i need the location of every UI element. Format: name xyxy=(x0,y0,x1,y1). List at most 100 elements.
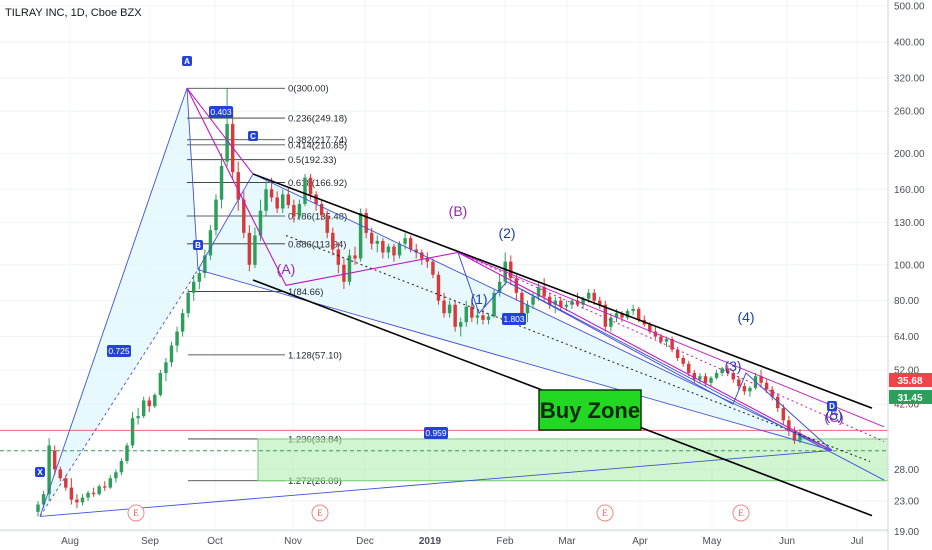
candle-body xyxy=(286,194,291,206)
point-a-marker[interactable] xyxy=(182,56,192,66)
wave-label-c: (C) xyxy=(824,409,843,425)
ratio-badge-xd[interactable] xyxy=(424,427,448,439)
ratio-badge-ab-label: 0.403 xyxy=(210,107,232,117)
candle-body xyxy=(603,304,608,327)
candle-body xyxy=(559,300,563,307)
candle-body xyxy=(509,261,513,279)
point-x-marker[interactable] xyxy=(35,467,45,477)
candle-body xyxy=(742,386,747,392)
time-tick-label: Sep xyxy=(141,536,159,547)
candle-body xyxy=(764,382,769,390)
candle-body xyxy=(770,389,774,397)
candle-body xyxy=(687,363,691,374)
earnings-marker-1-label: E xyxy=(133,508,139,518)
last-price-tag-label: 31.45 xyxy=(897,393,922,404)
channel-upper-line xyxy=(252,173,873,409)
candle-body xyxy=(570,300,574,305)
candle-body xyxy=(620,313,624,318)
candle-body xyxy=(153,394,157,407)
earnings-marker-1[interactable]: E xyxy=(127,504,145,522)
earnings-marker-2-label: E xyxy=(317,508,323,518)
time-tick-label: 2019 xyxy=(419,536,442,547)
candle-body xyxy=(141,400,146,417)
candle-body xyxy=(136,416,140,419)
candle-body xyxy=(453,304,457,327)
candle-body xyxy=(470,306,474,318)
wave-trend-dotted-2 xyxy=(285,235,871,463)
time-axis[interactable]: Aug Sep Oct Nov Dec 2019 Feb Mar Apr May Jun Jul xyxy=(61,536,863,547)
harmonic-leg-xa xyxy=(39,88,188,517)
candle-body xyxy=(158,373,163,395)
wave-trend-upper xyxy=(457,252,885,428)
candle-body xyxy=(336,249,341,265)
candle-body xyxy=(475,315,480,318)
price-tick-label: 80.00 xyxy=(894,296,919,307)
point-b-marker[interactable] xyxy=(193,240,203,250)
candle-body xyxy=(531,296,535,305)
wave-a-upper xyxy=(186,87,254,175)
drawing-lines xyxy=(39,87,885,517)
point-d-label: D xyxy=(829,402,835,411)
candle-body xyxy=(342,264,346,282)
candle-body xyxy=(403,238,407,244)
last-price-tag xyxy=(889,390,932,404)
candle-body xyxy=(192,281,196,293)
candle-body xyxy=(653,331,658,337)
candle-body xyxy=(648,324,652,332)
candle-body xyxy=(319,203,324,216)
fib-level-label: 0.5(192.33) xyxy=(288,155,337,166)
candle-body xyxy=(486,316,491,320)
xab-triangle-fill xyxy=(40,88,198,517)
candle-body xyxy=(130,418,135,446)
abc-wave-path xyxy=(186,87,833,451)
wave-label-3: (3) xyxy=(724,358,741,374)
candle-body xyxy=(692,373,697,380)
candle-body xyxy=(514,278,519,293)
harmonic-leg-bc xyxy=(197,173,254,270)
candle-body xyxy=(670,339,674,350)
point-x-label: X xyxy=(37,468,43,477)
time-tick-label: Oct xyxy=(207,536,223,547)
candle-body xyxy=(636,308,641,320)
buy-zone-rectangle[interactable] xyxy=(257,438,889,482)
candle-body xyxy=(675,349,680,358)
ratio-badge-cd[interactable] xyxy=(502,313,526,325)
candle-body xyxy=(731,373,735,380)
fib-level-label: 1.128(57.10) xyxy=(288,350,342,361)
candle-body xyxy=(297,203,302,217)
fib-level-label: 1(84.66) xyxy=(288,287,323,298)
candle-body xyxy=(169,345,174,363)
fib-level-label: 0.236(249.18) xyxy=(288,114,347,125)
point-c-marker[interactable] xyxy=(248,131,258,141)
candle-body xyxy=(798,433,802,441)
candle-body xyxy=(425,258,430,262)
candle-body xyxy=(225,124,229,162)
earnings-marker-3[interactable]: E xyxy=(596,504,614,522)
candle-body xyxy=(303,177,307,204)
candle-body xyxy=(203,255,207,274)
earnings-marker-4[interactable]: E xyxy=(732,504,750,522)
time-tick-label: Apr xyxy=(632,536,648,547)
point-d-marker[interactable] xyxy=(827,401,837,411)
candle-body xyxy=(236,172,240,200)
ratio-badge-ab[interactable] xyxy=(209,106,233,118)
candle-body xyxy=(553,300,557,305)
candle-body xyxy=(397,243,402,256)
time-tick-label: May xyxy=(703,536,722,547)
buy-zone-label-box[interactable] xyxy=(538,389,642,431)
earnings-marker-2[interactable]: E xyxy=(311,504,329,522)
price-tick-label: 64.00 xyxy=(894,332,919,343)
candle-body xyxy=(386,246,391,253)
candle-body xyxy=(431,261,435,275)
fib-level-label: 0.382(217.74) xyxy=(288,135,347,146)
candle-body xyxy=(748,387,752,392)
price-axis[interactable]: 500.00 400.00 320.00 260.00 200.00 160.00 130.… xyxy=(894,2,925,550)
candle-body xyxy=(458,322,463,327)
ratio-badge-xb[interactable] xyxy=(107,345,131,357)
candle-body xyxy=(208,230,213,256)
candle-body xyxy=(114,472,118,479)
impulse-trend-lower xyxy=(506,281,885,481)
candle-body xyxy=(681,357,685,364)
